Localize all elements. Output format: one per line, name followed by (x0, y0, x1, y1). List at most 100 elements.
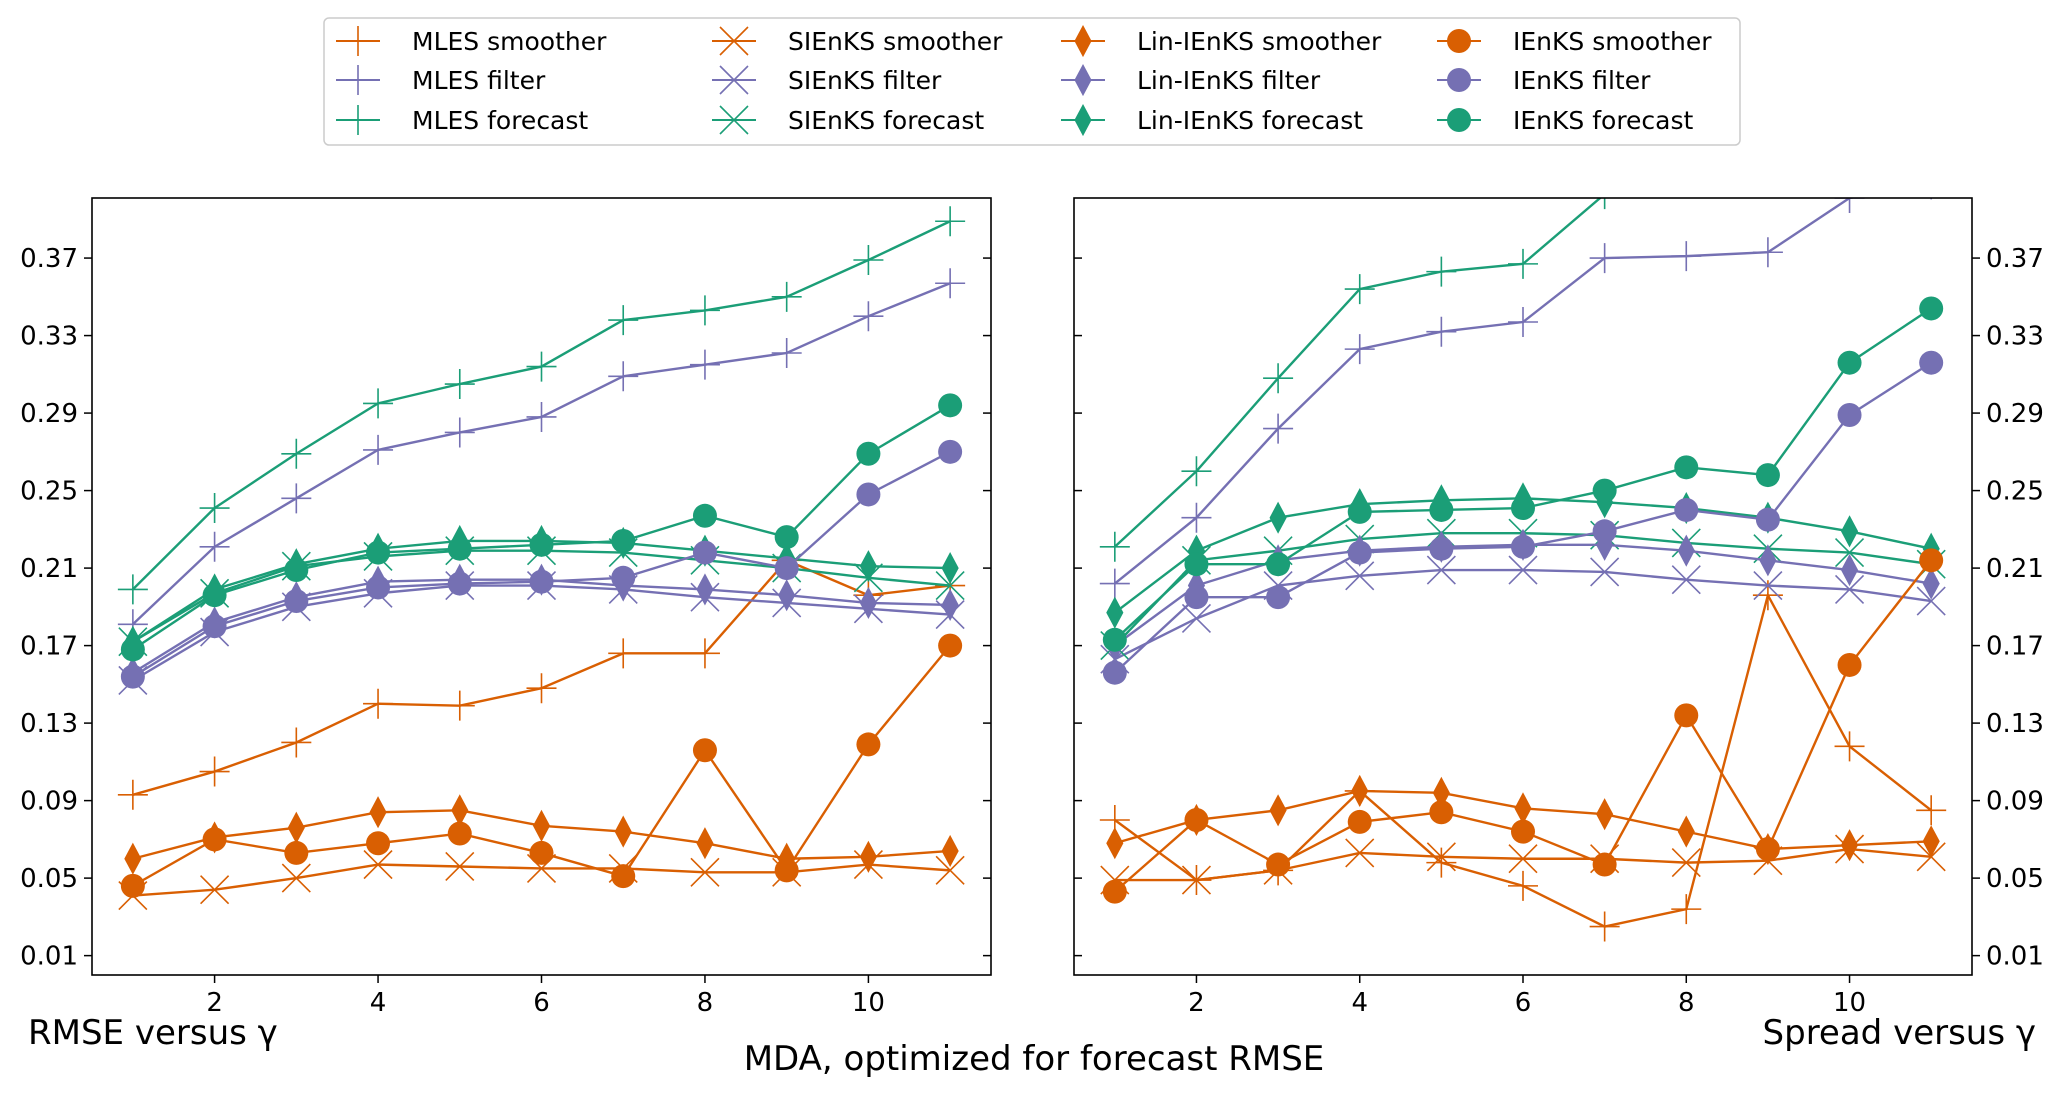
data-point-plus (1835, 127, 1865, 157)
data-point-plus (281, 438, 312, 469)
data-point-circle (1429, 800, 1454, 825)
data-point-diamond (451, 794, 469, 827)
series-mles-smoother (1099, 580, 1947, 942)
data-point-diamond (287, 811, 305, 844)
y-tick-label: 0.17 (20, 632, 78, 662)
data-point-x (1345, 561, 1375, 591)
data-point-circle (1837, 403, 1862, 428)
data-point-plus (935, 268, 966, 299)
data-point-circle (1755, 837, 1780, 862)
legend-label: IEnKS forecast (1513, 106, 1694, 135)
data-point-plus (853, 245, 884, 276)
legend-diamond-marker (1074, 24, 1092, 58)
data-point-circle (1755, 463, 1780, 488)
data-point-diamond (859, 586, 877, 620)
data-point-x (1590, 557, 1620, 587)
data-point-plus (199, 493, 230, 524)
data-point-circle (1919, 350, 1944, 375)
panel-title-rmse: RMSE versus γ (28, 1013, 278, 1053)
data-point-circle (856, 732, 881, 757)
y-tick-label: 0.17 (1986, 632, 2044, 662)
legend-item: SIEnKS filter (712, 65, 942, 95)
data-point-x (1426, 555, 1456, 585)
legend-item: IEnKS smoother (1437, 27, 1712, 56)
data-point-plus (1752, 237, 1783, 268)
data-point-x (690, 857, 720, 887)
data-point-circle (692, 738, 717, 763)
legend-item: SIEnKS forecast (712, 105, 984, 135)
data-point-plus (1671, 894, 1702, 925)
data-point-plus (689, 638, 720, 669)
x-tick-label: 6 (533, 988, 550, 1018)
axes-frame (91, 197, 992, 976)
data-point-diamond (1759, 544, 1777, 577)
data-point-circle (1837, 652, 1862, 677)
legend-item: IEnKS forecast (1437, 106, 1694, 135)
data-point-circle (366, 831, 391, 856)
y-tick-label: 0.33 (1986, 322, 2044, 352)
data-point-diamond (1596, 798, 1614, 831)
data-point-plus (1916, 88, 1946, 118)
data-point-x (445, 851, 475, 882)
data-point-circle (1102, 627, 1127, 652)
data-point-plus (363, 688, 394, 719)
data-point-plus (444, 369, 475, 400)
y-tick-label: 0.09 (20, 787, 78, 817)
data-point-diamond (941, 552, 959, 585)
data-point-circle (774, 525, 799, 550)
data-point-circle (1429, 497, 1454, 522)
panel-title-spread: Spread versus γ (1763, 1013, 2036, 1053)
legend-item: Lin-IEnKS smoother (1061, 24, 1382, 58)
data-point-plus (363, 388, 394, 419)
data-point-diamond (1922, 825, 1940, 858)
series-ienks-filter (1102, 350, 1944, 685)
data-point-plus (1603, 198, 1606, 210)
data-point-diamond (941, 588, 959, 621)
x-tick-label: 8 (1678, 988, 1695, 1018)
data-point-plus (526, 673, 557, 704)
figure-title: MDA, optimized for forecast RMSE (744, 1039, 1325, 1079)
data-point-circle (120, 873, 145, 898)
data-point-circle (1184, 585, 1209, 610)
data-point-circle (1429, 536, 1454, 561)
data-point-x (1181, 603, 1212, 634)
data-point-plus (1426, 256, 1457, 287)
legend-frame (323, 17, 1741, 146)
data-point-diamond (1677, 815, 1695, 848)
data-point-plus (1263, 413, 1294, 444)
data-point-plus (1344, 334, 1375, 365)
data-point-circle (856, 482, 881, 507)
legend-x-marker (719, 26, 749, 56)
x-tick-label: 6 (1515, 988, 1532, 1018)
y-tick-label: 0.29 (20, 399, 78, 429)
data-point-diamond (1351, 774, 1369, 807)
data-point-circle (447, 571, 472, 596)
data-point-circle (529, 532, 554, 557)
data-point-diamond (1106, 827, 1124, 860)
legend-label: MLES filter (412, 66, 546, 95)
y-tick-label: 0.21 (1986, 554, 2044, 584)
data-point-x (1671, 848, 1701, 878)
legend-plus-marker (343, 26, 373, 56)
data-point-plus (689, 295, 720, 326)
data-point-plus (1344, 274, 1375, 305)
data-point-diamond (1269, 794, 1287, 827)
data-point-plus (1508, 870, 1538, 901)
y-tick-label: 0.05 (20, 864, 78, 894)
legend-label: SIEnKS filter (788, 66, 942, 95)
data-point-diamond (1840, 829, 1859, 862)
x-tick-label: 8 (697, 988, 714, 1018)
data-point-plus (363, 434, 394, 465)
data-point-x (1834, 538, 1865, 568)
y-tick-label: 0.01 (1986, 942, 2044, 972)
data-point-circle (1919, 548, 1944, 573)
data-point-circle (120, 664, 145, 689)
data-point-diamond (369, 796, 387, 829)
data-point-circle (611, 528, 636, 553)
data-point-diamond (859, 550, 877, 583)
data-point-plus (853, 301, 884, 332)
legend-label: Lin-IEnKS smoother (1137, 27, 1382, 56)
legend-diamond-marker (1074, 103, 1092, 137)
data-point-circle (938, 633, 963, 658)
